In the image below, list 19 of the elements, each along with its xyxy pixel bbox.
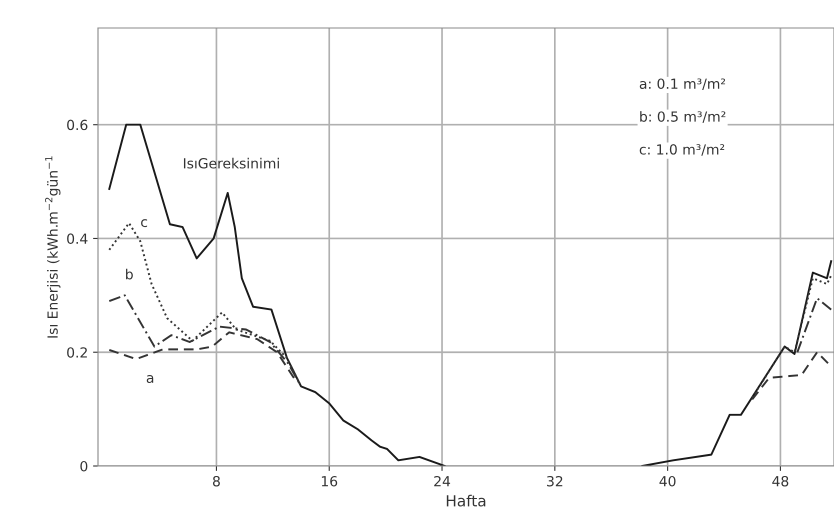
series-label: b xyxy=(126,268,133,280)
series-label: c xyxy=(141,219,148,228)
annotation: c: 1.0 m³/m² xyxy=(640,144,724,156)
x-axis-title: Hafta xyxy=(446,494,486,507)
y-axis-title: Isı Enerjisi (kWh.m$^{−2}$gün$^{−1}$ xyxy=(45,156,60,338)
x-tick-label: 48 xyxy=(772,476,788,486)
x-tick-label: 8 xyxy=(212,476,220,486)
annotation: a: 0.1 m³/m² xyxy=(640,78,726,90)
x-tick-label: 32 xyxy=(547,476,562,486)
y-tick-label: 0.4 xyxy=(67,233,88,244)
annotation: b: 0.5 m³/m² xyxy=(640,111,726,123)
y-tick-label: 0 xyxy=(80,460,88,472)
x-tick-label: 24 xyxy=(434,476,450,486)
y-tick-label: 0.2 xyxy=(67,347,87,358)
x-tick-label: 40 xyxy=(659,476,676,486)
y-tick-label: 0.6 xyxy=(67,120,88,130)
series-label: a xyxy=(146,375,154,383)
text: IsıGereksinimi xyxy=(184,158,279,169)
x-tick-label: 16 xyxy=(322,476,338,486)
